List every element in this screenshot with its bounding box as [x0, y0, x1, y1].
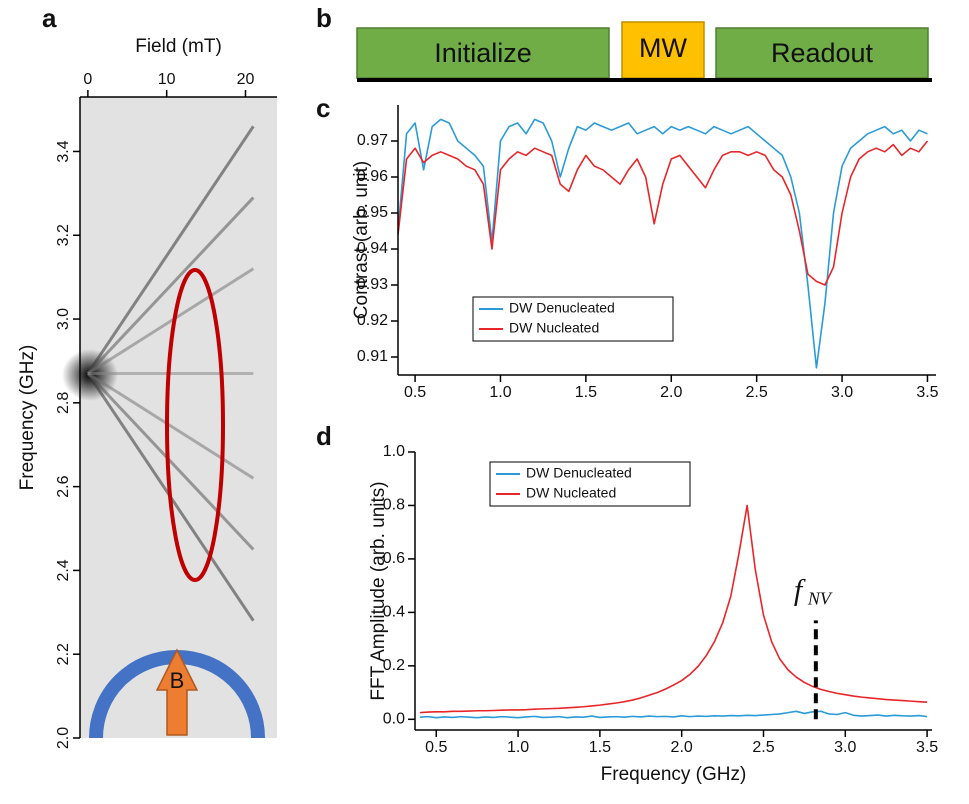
y-tick-label: 0.6 — [383, 550, 405, 567]
y-tick-label: 3.4 — [55, 140, 72, 162]
x-tick-label: 2.5 — [752, 739, 774, 756]
sequence-block — [715, 27, 929, 79]
series-line — [87, 372, 255, 480]
y-tick-label: 2.4 — [55, 559, 72, 581]
legend-box — [489, 461, 691, 507]
x-tick-label: 0.5 — [404, 384, 426, 401]
sequence-block — [356, 27, 610, 79]
sequence-block — [621, 21, 705, 79]
y-tick-label: 0.4 — [383, 604, 405, 621]
x-tick-label: 1.5 — [575, 384, 597, 401]
sequence-step: MW — [639, 33, 687, 63]
sequence-step: Readout — [771, 38, 874, 68]
legend-box — [472, 296, 674, 342]
y-tick-label: 0.8 — [383, 497, 405, 514]
field-label: B — [170, 668, 185, 693]
legend-label: DW Nucleated — [526, 485, 616, 501]
panel-label: a — [42, 3, 57, 33]
field-arrow — [155, 648, 199, 736]
y-axis-title: Frequency (GHz) — [17, 345, 38, 491]
x-tick-label: 10 — [158, 71, 176, 88]
y-tick-label: 0.94 — [357, 240, 388, 257]
y-tick-label: 0.93 — [357, 276, 388, 293]
y-tick-label: 0.92 — [357, 312, 388, 329]
y-tick-label: 0.96 — [357, 168, 388, 185]
panel-a-data — [86, 125, 255, 622]
panel-label: b — [316, 3, 332, 33]
y-tick-label: 0.91 — [357, 348, 388, 365]
y-tick-label: 0.2 — [383, 657, 405, 674]
legend-label: DW Denucleated — [526, 465, 632, 481]
series-line — [419, 504, 928, 714]
series-line — [397, 118, 928, 369]
x-tick-label: 20 — [237, 71, 255, 88]
series-line — [87, 267, 255, 375]
y-axis-title: Contrast (arb. unit) — [351, 161, 372, 319]
x-tick-label: 1.0 — [489, 384, 511, 401]
marker-label: f — [794, 573, 806, 606]
x-tick-label: 2.0 — [660, 384, 682, 401]
y-tick-label: 2.6 — [55, 475, 72, 497]
series-line — [86, 372, 255, 551]
x-tick-label: 3.0 — [831, 384, 853, 401]
series-line — [86, 196, 255, 375]
y-axis-title: FFT Amplitude (arb. units) — [368, 481, 389, 700]
y-tick-label: 2.2 — [55, 643, 72, 665]
marker-subscript: NV — [807, 589, 833, 609]
x-tick-label: 3.5 — [916, 739, 938, 756]
x-axis-title: Frequency (GHz) — [601, 764, 747, 785]
series-line — [397, 140, 929, 286]
y-tick-label: 1.0 — [383, 443, 405, 460]
series-line — [86, 125, 255, 375]
y-tick-label: 0.97 — [357, 132, 388, 149]
y-tick-label: 0.95 — [357, 204, 388, 221]
y-tick-label: 2.0 — [55, 727, 72, 749]
x-tick-label: 2.0 — [671, 739, 693, 756]
pulse-sequence: Initialize MW Readout — [356, 21, 932, 82]
series-line — [419, 710, 928, 719]
x-tick-label: 1.0 — [507, 739, 529, 756]
legend-label: DW Denucleated — [509, 300, 615, 316]
x-tick-label: 2.5 — [746, 384, 768, 401]
x-axis-title: Field (mT) — [135, 36, 222, 57]
y-tick-label: 2.8 — [55, 392, 72, 414]
y-tick-label: 3.0 — [55, 308, 72, 330]
y-tick-label: 0.0 — [383, 711, 405, 728]
y-tick-label: 3.2 — [55, 224, 72, 246]
heatmap-background — [80, 97, 277, 738]
highlight-ellipse — [165, 268, 225, 582]
panel-label: d — [316, 421, 332, 451]
x-tick-label: 0.5 — [425, 739, 447, 756]
x-tick-label: 3.0 — [834, 739, 856, 756]
x-tick-label: 3.5 — [916, 384, 938, 401]
sequence-step: Initialize — [434, 38, 532, 68]
x-tick-label: 1.5 — [589, 739, 611, 756]
panel-label: c — [316, 93, 330, 123]
legend-label: DW Nucleated — [509, 320, 599, 336]
x-tick-label: 0 — [83, 71, 92, 88]
